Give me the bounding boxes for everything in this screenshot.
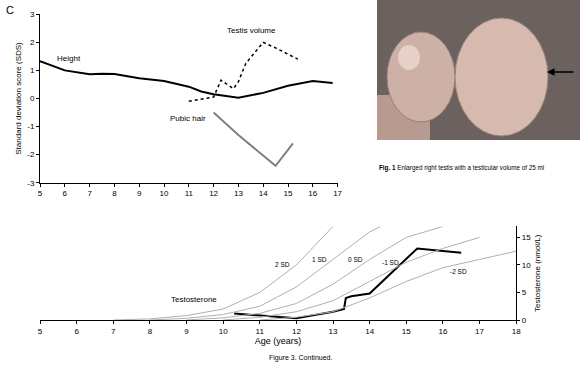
svg-text:8: 8 xyxy=(148,327,153,336)
svg-text:-2: -2 xyxy=(27,150,35,159)
svg-text:Testosterone: Testosterone xyxy=(171,295,217,304)
svg-text:11: 11 xyxy=(185,189,194,198)
svg-text:0: 0 xyxy=(522,316,527,325)
svg-text:3: 3 xyxy=(30,10,35,19)
svg-text:9: 9 xyxy=(137,189,142,198)
svg-text:Pubic hair: Pubic hair xyxy=(170,114,206,123)
svg-text:0 SD: 0 SD xyxy=(348,256,363,263)
svg-text:1 SD: 1 SD xyxy=(312,256,327,263)
svg-text:1: 1 xyxy=(30,66,35,75)
svg-text:15: 15 xyxy=(284,189,293,198)
svg-text:Figure 3. Continued.: Figure 3. Continued. xyxy=(269,354,332,362)
svg-text:15: 15 xyxy=(402,327,411,336)
svg-text:7: 7 xyxy=(87,189,92,198)
svg-text:-1: -1 xyxy=(27,122,35,131)
svg-text:12: 12 xyxy=(292,327,301,336)
svg-text:5: 5 xyxy=(38,327,43,336)
svg-text:10: 10 xyxy=(160,189,169,198)
svg-text:C: C xyxy=(6,4,14,16)
svg-text:16: 16 xyxy=(438,327,447,336)
svg-text:11: 11 xyxy=(256,327,265,336)
svg-text:Testosterone (nmol/L): Testosterone (nmol/L) xyxy=(533,234,542,312)
svg-text:12: 12 xyxy=(209,189,218,198)
svg-text:5: 5 xyxy=(38,189,43,198)
svg-text:17: 17 xyxy=(475,327,484,336)
svg-text:16: 16 xyxy=(308,189,317,198)
svg-text:6: 6 xyxy=(63,189,68,198)
svg-text:15: 15 xyxy=(522,233,531,242)
svg-text:2 SD: 2 SD xyxy=(275,261,290,268)
svg-text:Age (years): Age (years) xyxy=(255,336,302,346)
svg-text:14: 14 xyxy=(259,189,268,198)
svg-text:-2 SD: -2 SD xyxy=(450,268,467,275)
svg-text:Height: Height xyxy=(57,54,81,63)
svg-text:14: 14 xyxy=(365,327,374,336)
svg-text:Testis volume: Testis volume xyxy=(227,26,276,35)
svg-text:7: 7 xyxy=(111,327,116,336)
svg-text:9: 9 xyxy=(184,327,189,336)
svg-text:17: 17 xyxy=(333,189,342,198)
svg-text:10: 10 xyxy=(522,261,531,270)
svg-text:10: 10 xyxy=(219,327,228,336)
svg-text:5: 5 xyxy=(522,288,527,297)
svg-text:-3: -3 xyxy=(27,179,35,188)
svg-text:2: 2 xyxy=(30,38,35,47)
svg-text:Standard deviation score (SDS): Standard deviation score (SDS) xyxy=(14,42,23,155)
svg-text:13: 13 xyxy=(234,189,243,198)
svg-text:13: 13 xyxy=(329,327,338,336)
svg-text:8: 8 xyxy=(112,189,117,198)
svg-text:6: 6 xyxy=(74,327,79,336)
svg-text:18: 18 xyxy=(512,327,521,336)
svg-text:-1 SD: -1 SD xyxy=(382,259,399,266)
svg-text:Fig. 1 Enlarged right testis w: Fig. 1 Enlarged right testis with a test… xyxy=(379,164,544,172)
svg-text:0: 0 xyxy=(30,94,35,103)
